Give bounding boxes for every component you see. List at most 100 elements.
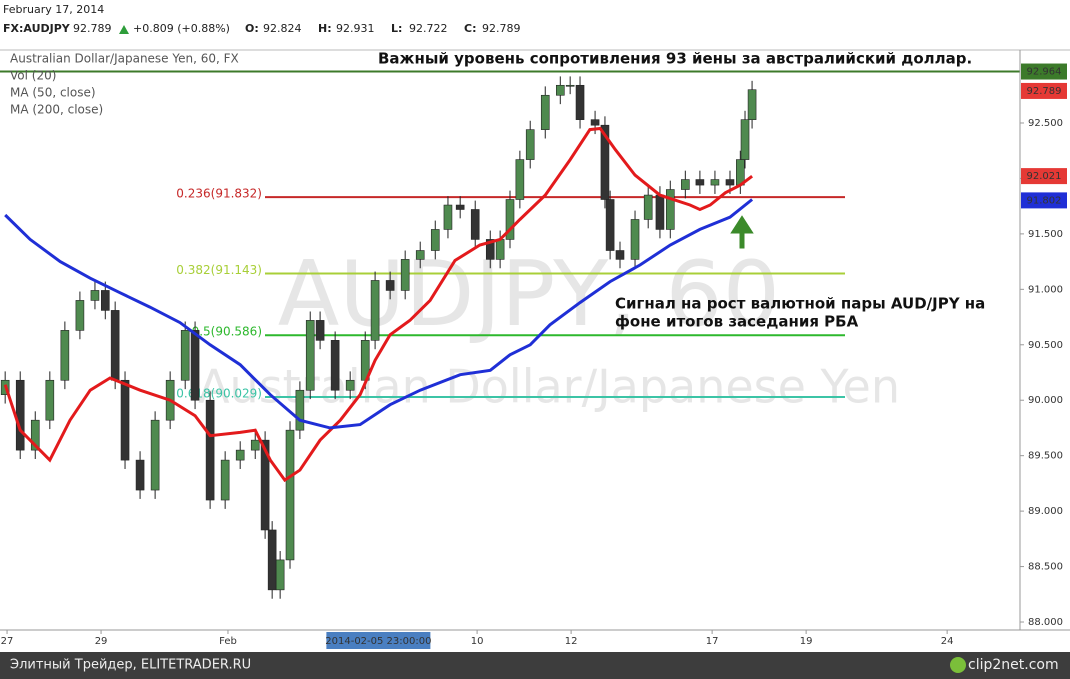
candle-body bbox=[455, 204, 465, 210]
candle-body bbox=[430, 229, 440, 251]
candle-body bbox=[415, 250, 425, 260]
ohlc-label: H: bbox=[318, 22, 332, 35]
fib-label: 0.618(90.029) bbox=[176, 387, 262, 401]
annotation: Важный уровень сопротивления 93 йены за … bbox=[378, 50, 972, 68]
x-tick-label: 10 bbox=[471, 636, 484, 647]
change: +0.809 (+0.88%) bbox=[133, 22, 230, 35]
y-tick-label: 89.500 bbox=[1028, 451, 1063, 462]
candle-body bbox=[75, 300, 85, 331]
candle-body bbox=[643, 194, 653, 220]
candle-body bbox=[135, 459, 145, 491]
watermark-name: Australian Dollar/Japanese Yen bbox=[198, 360, 900, 414]
symbol: FX:AUDJPY bbox=[3, 22, 71, 35]
candle-body bbox=[565, 84, 575, 87]
candle-body bbox=[515, 159, 525, 200]
x-tick-label: 27 bbox=[1, 636, 14, 647]
legend-entry: MA (200, close) bbox=[10, 103, 103, 117]
candle-body bbox=[710, 179, 720, 186]
candle-body bbox=[605, 199, 615, 251]
footer-brand: clip2net.com bbox=[968, 657, 1059, 673]
candle-body bbox=[180, 330, 190, 381]
candle-body bbox=[345, 379, 355, 391]
price-marker-label: 91.802 bbox=[1027, 195, 1062, 206]
candle-body bbox=[235, 449, 245, 461]
ohlc-label: C: bbox=[464, 22, 476, 35]
candle-body bbox=[190, 330, 200, 401]
fib-label: 0.236(91.832) bbox=[176, 187, 262, 201]
candle-body bbox=[295, 389, 305, 431]
footer-source: Элитный Трейдер, ELITETRADER.RU bbox=[10, 658, 251, 673]
up-arrow-icon bbox=[119, 25, 129, 34]
candle-body bbox=[45, 379, 55, 421]
candle-body bbox=[600, 124, 610, 200]
legend-entry: MA (50, close) bbox=[10, 86, 96, 100]
price-marker bbox=[1021, 82, 1067, 99]
crosshair-label-bg bbox=[326, 632, 431, 649]
y-tick-label: 88.000 bbox=[1028, 617, 1063, 628]
annotation-arrow bbox=[730, 215, 754, 249]
ohlc-value: 92.824 bbox=[263, 22, 302, 35]
candle-body bbox=[505, 199, 515, 240]
x-tick-label: 19 bbox=[800, 636, 813, 647]
crosshair-label: 2014-02-05 23:00:00 bbox=[325, 636, 431, 647]
x-tick-label: 12 bbox=[565, 636, 578, 647]
candle-body bbox=[485, 239, 495, 260]
y-tick-label: 91.500 bbox=[1028, 229, 1063, 240]
ohlc-group: O: 92.824 H: 92.931 L: 92.722 C: 92.789 bbox=[245, 22, 521, 35]
candle-body bbox=[470, 209, 480, 240]
ma-line bbox=[3, 126, 754, 483]
candle-body bbox=[315, 320, 325, 341]
y-tick-label: 91.000 bbox=[1028, 284, 1063, 295]
candle-body bbox=[540, 94, 550, 130]
ohlc-value: 92.722 bbox=[409, 22, 448, 35]
footer-bg bbox=[0, 652, 1070, 679]
price-marker-label: 92.021 bbox=[1027, 171, 1062, 182]
price-marker bbox=[1021, 168, 1067, 185]
candle-body bbox=[555, 84, 565, 96]
candle-body bbox=[615, 250, 625, 260]
candle-body bbox=[575, 84, 585, 120]
candle-body bbox=[330, 340, 340, 391]
candle-body bbox=[400, 259, 410, 291]
plot-area: 0.236(91.832) 0.382(91.143) 0.5(90.586) 0.6… bbox=[0, 70, 1020, 599]
candle-body bbox=[305, 320, 315, 391]
candle-body bbox=[90, 290, 100, 301]
candle-body bbox=[725, 179, 735, 186]
candle-body bbox=[370, 280, 380, 341]
candle-body bbox=[110, 310, 120, 381]
candle-body bbox=[60, 330, 70, 381]
annotation: Сигнал на рост валютной пары AUD/JPY на bbox=[615, 295, 985, 313]
footer-logo bbox=[950, 657, 966, 673]
chart-title: Australian Dollar/Japanese Yen, 60, FX bbox=[10, 52, 239, 66]
fib-label: 0.5(90.586) bbox=[192, 325, 262, 339]
candle-body bbox=[665, 189, 675, 230]
y-tick-label: 89.000 bbox=[1028, 506, 1063, 517]
y-tick-label: 90.500 bbox=[1028, 340, 1063, 351]
price-marker bbox=[1021, 192, 1067, 209]
candle-body bbox=[100, 290, 110, 311]
price-marker-label: 92.964 bbox=[1027, 67, 1062, 78]
candle-body bbox=[747, 89, 757, 120]
candle-body bbox=[495, 239, 505, 260]
candle-body bbox=[120, 379, 130, 461]
candle-body bbox=[30, 419, 40, 451]
candle-body bbox=[205, 399, 215, 501]
last-price: 92.789 bbox=[73, 22, 112, 35]
candle-body bbox=[385, 280, 395, 291]
candle-body bbox=[15, 379, 25, 451]
candle-body bbox=[220, 459, 230, 501]
price-marker-label: 92.789 bbox=[1027, 86, 1062, 97]
legend-entry: Vol (20) bbox=[10, 69, 56, 83]
x-tick-label: 24 bbox=[941, 636, 954, 647]
annotation: фоне итогов заседания РБА bbox=[615, 313, 859, 331]
candle-body bbox=[267, 529, 277, 591]
y-tick-label: 88.500 bbox=[1028, 562, 1063, 573]
candle-body bbox=[681, 179, 690, 190]
ma-line bbox=[4, 198, 754, 430]
ohlc-label: L: bbox=[391, 22, 402, 35]
candle-body bbox=[695, 179, 705, 186]
x-tick-label: 17 bbox=[706, 636, 719, 647]
ohlc-value: 92.931 bbox=[336, 22, 375, 35]
candle-body bbox=[655, 194, 665, 230]
